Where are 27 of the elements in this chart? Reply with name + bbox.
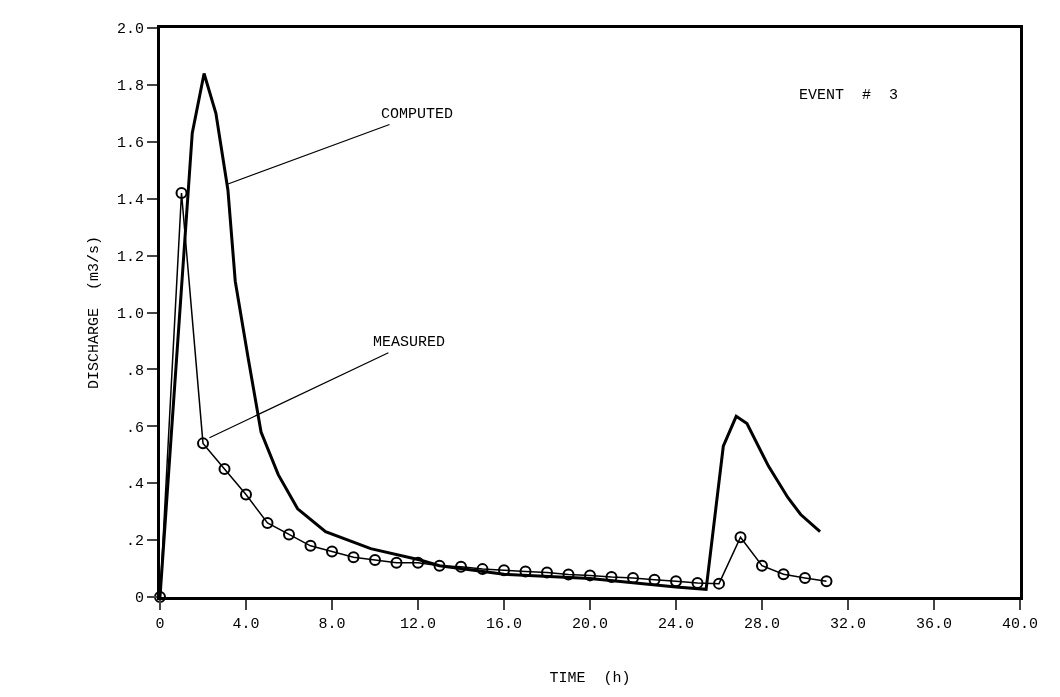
x-tick-label: 20.0	[571, 616, 609, 633]
x-tick-label: 16.0	[485, 616, 523, 633]
y-tick-label: 1.8	[116, 78, 144, 96]
y-tick-label: .8	[125, 362, 144, 380]
y-tick-label: 1.0	[116, 305, 144, 323]
x-axis-title: TIME (h)	[549, 670, 631, 687]
y-tick-label: .6	[125, 419, 144, 437]
y-tick-label: 1.2	[116, 248, 144, 266]
annotation: EVENT # 3	[799, 87, 899, 104]
x-tick-label: 32.0	[829, 616, 867, 633]
x-tick-label: 12.0	[399, 616, 437, 633]
y-tick-label: 1.4	[116, 191, 144, 209]
x-tick-label: 4.0	[232, 616, 260, 633]
x-tick-label: 24.0	[657, 616, 695, 633]
annotation: MEASURED	[373, 334, 446, 351]
annotation: COMPUTED	[381, 106, 454, 123]
y-tick-label: 1.6	[116, 135, 144, 153]
x-tick-label: 36.0	[915, 616, 953, 633]
y-axis-title: DISCHARGE (m3/s)	[86, 235, 104, 390]
x-tick-label: 8.0	[318, 616, 346, 633]
y-tick-label: 2.0	[116, 21, 144, 39]
x-tick-label: 40.0	[1001, 616, 1039, 633]
x-tick-label: 0	[155, 616, 165, 633]
x-tick-label: 28.0	[743, 616, 781, 633]
y-tick-label: 0	[134, 590, 144, 608]
y-tick-label: .2	[125, 533, 144, 551]
y-tick-label: .4	[125, 476, 144, 494]
